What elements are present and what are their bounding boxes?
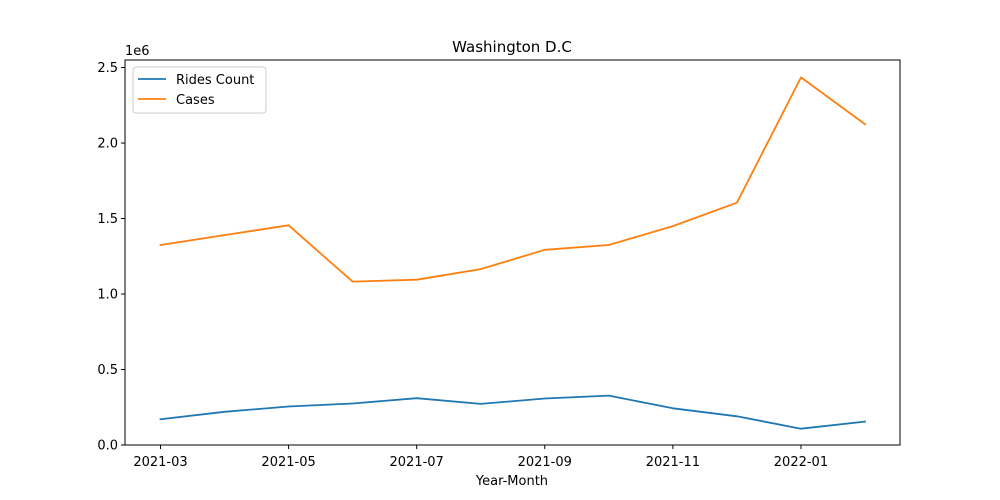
- x-axis-label: Year-Month: [475, 474, 548, 489]
- x-tick-label: 2021-03: [133, 455, 187, 470]
- x-tick-label: 2021-11: [646, 455, 700, 470]
- y-tick-label: 1.5: [97, 212, 118, 227]
- y-tick-label: 1.0: [97, 288, 118, 303]
- legend-label: Rides Count: [176, 73, 254, 88]
- legend: Rides Count Cases: [132, 66, 267, 114]
- x-tick-label: 2021-09: [518, 455, 572, 470]
- series-line-cases: [159, 76, 867, 283]
- y-tick-label: 0.5: [97, 363, 118, 378]
- x-tick-label: 2021-05: [261, 455, 315, 470]
- legend-label: Cases: [176, 93, 215, 108]
- y-offset-text: 1e6: [125, 44, 150, 59]
- y-tick-label: 0.0: [97, 439, 118, 454]
- plot-frame: [124, 59, 901, 446]
- y-tick-label: 2.0: [97, 137, 118, 152]
- series-layer: [159, 76, 867, 430]
- y-axis-ticks: 0.0 0.5 1.0 1.5 2.0 2.5: [97, 61, 125, 454]
- x-tick-label: 2021-07: [390, 455, 444, 470]
- chart-title: Washington D.C: [452, 38, 572, 56]
- x-tick-label: 2022-01: [774, 455, 828, 470]
- series-line-rides-count: [159, 394, 866, 430]
- y-tick-label: 2.5: [97, 61, 118, 76]
- x-axis-ticks: 2021-03 2021-05 2021-07 2021-09 2021-11 2022-…: [133, 445, 828, 470]
- legend-box: [132, 66, 267, 114]
